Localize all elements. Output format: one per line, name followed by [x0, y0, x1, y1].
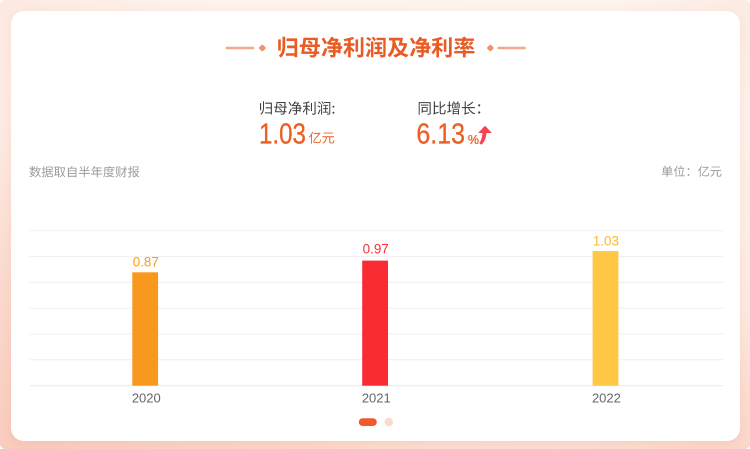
svg-text:0.87: 0.87	[133, 254, 159, 269]
svg-text:6.13: 6.13	[416, 119, 465, 151]
svg-text:2020: 2020	[132, 391, 161, 406]
svg-text:2021: 2021	[362, 391, 391, 406]
svg-text:2022: 2022	[592, 391, 621, 406]
svg-text:0.97: 0.97	[363, 241, 389, 256]
svg-text:1.03: 1.03	[593, 233, 619, 248]
svg-text:%: %	[468, 133, 479, 147]
svg-text:1.03: 1.03	[259, 119, 306, 151]
